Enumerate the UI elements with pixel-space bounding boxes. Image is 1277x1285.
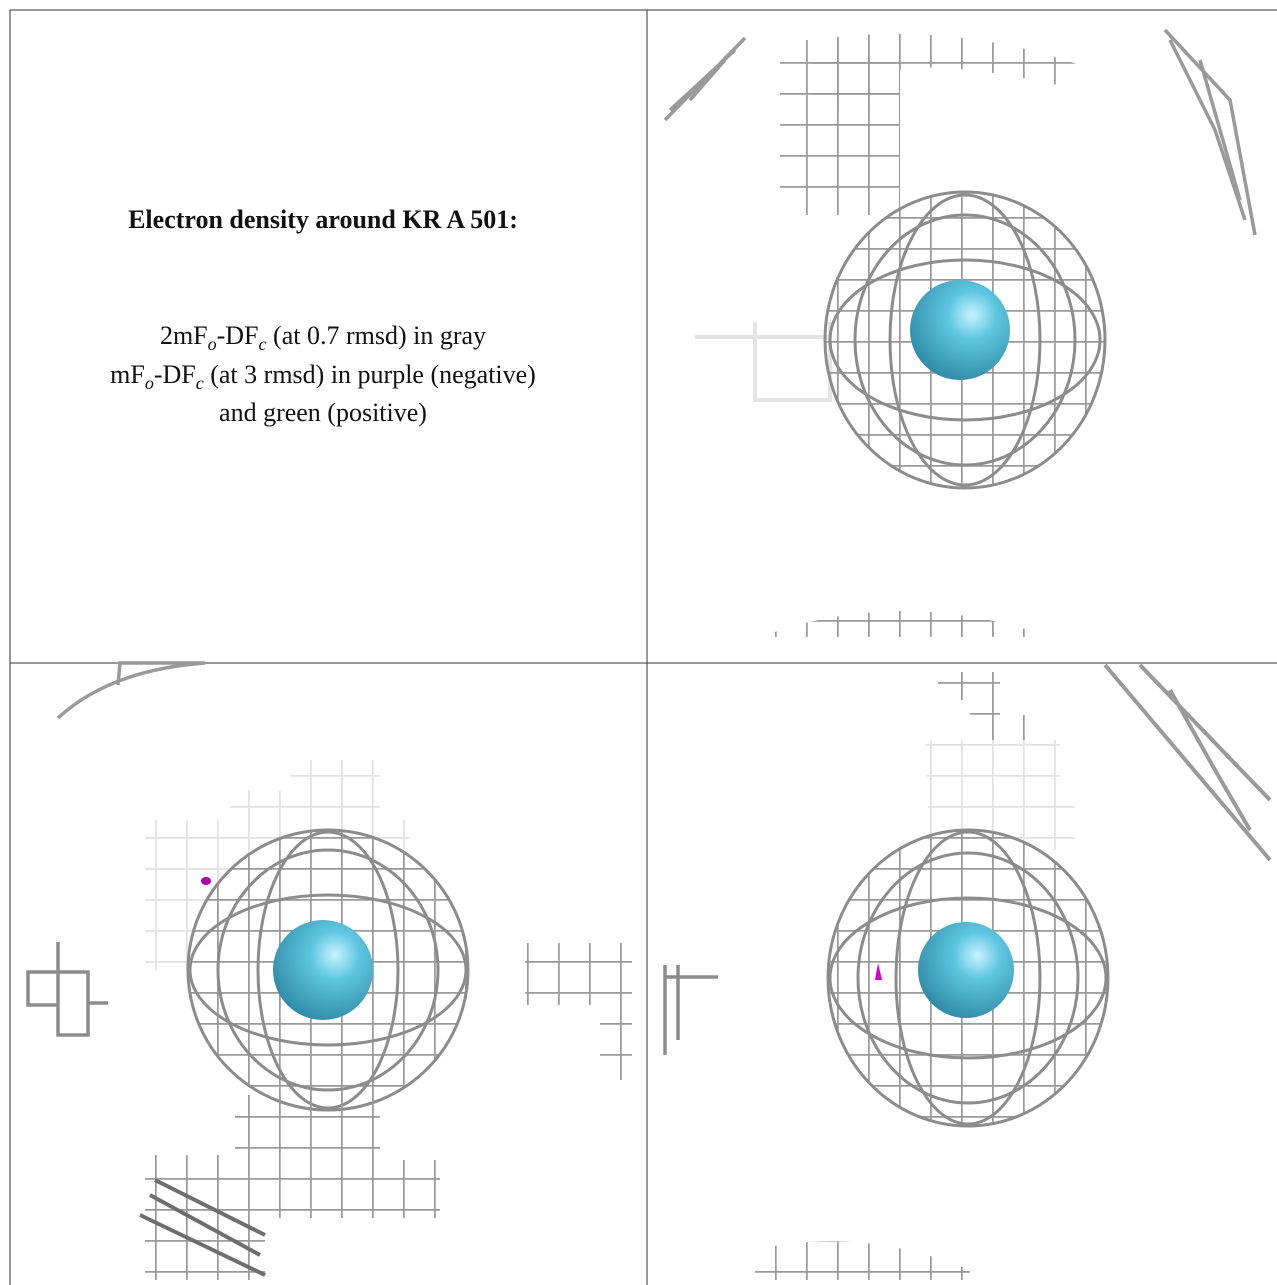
density-view-1 — [663, 28, 1257, 637]
mesh-fragment — [1163, 28, 1257, 236]
text-segment: -DF — [154, 360, 196, 389]
mesh-fragment — [695, 322, 832, 402]
mesh-fragment — [938, 672, 1030, 740]
mesh-fragment — [139, 1178, 266, 1277]
frame — [9, 9, 1277, 1285]
subscript: o — [208, 334, 217, 354]
mesh-fragment — [812, 33, 1080, 110]
mesh-fragment — [145, 1095, 440, 1280]
caption-title: Electron density around KR A 501: — [128, 205, 518, 234]
caption-panel: Electron density around KR A 501: 2mFo-D… — [110, 205, 536, 427]
mesh-rings — [826, 828, 1110, 1128]
text-segment: (at 0.7 rmsd) in gray — [267, 321, 487, 350]
subscript: o — [145, 373, 154, 393]
text-segment: -DF — [217, 321, 259, 350]
negative-blob — [875, 963, 882, 980]
caption-line: and green (positive) — [219, 398, 427, 427]
text-segment: 2mF — [160, 321, 208, 350]
text-segment: and green (positive) — [219, 398, 427, 427]
caption-line: mFo-DFc (at 3 rmsd) in purple (negative) — [110, 360, 536, 393]
negative-blob — [201, 877, 211, 885]
density-view-2 — [26, 661, 632, 1280]
mesh-fragment — [760, 611, 1050, 637]
mesh-fragment — [26, 942, 108, 1037]
atom-sphere — [273, 920, 373, 1020]
text-segment: mF — [110, 360, 145, 389]
atom-sphere — [918, 922, 1014, 1018]
mesh-fragment — [56, 661, 206, 720]
atom-sphere — [910, 280, 1010, 380]
mesh-fragment — [663, 36, 747, 122]
mesh-fragment — [755, 1241, 970, 1280]
caption-line: 2mFo-DFc (at 0.7 rmsd) in gray — [160, 321, 486, 354]
text-segment: (at 3 rmsd) in purple (negative) — [204, 360, 536, 389]
mesh-fragment — [925, 740, 1075, 850]
density-view-3 — [663, 663, 1272, 1280]
subscript: c — [259, 334, 267, 354]
subscript: c — [196, 373, 204, 393]
mesh-rings — [823, 190, 1107, 490]
mesh-fragment — [1103, 663, 1272, 862]
mesh-fragment — [663, 965, 718, 1055]
mesh-fragment — [525, 943, 632, 1080]
